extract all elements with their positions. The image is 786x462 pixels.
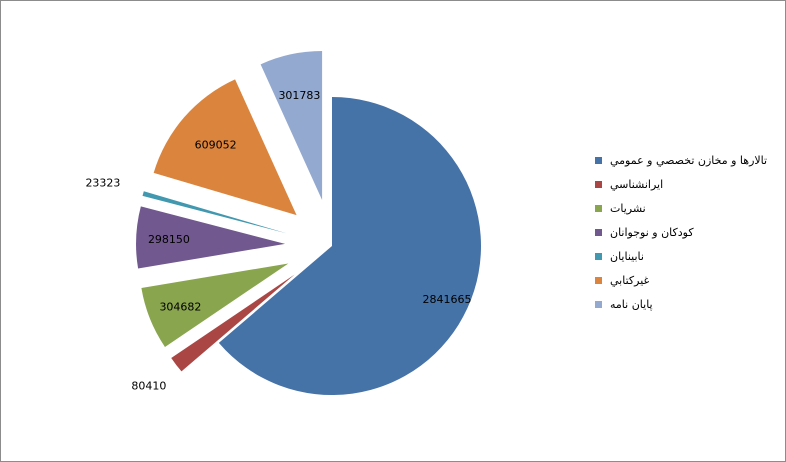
- legend-label: كودكان و نوجوانان: [610, 225, 694, 239]
- data-label-3: 304682: [159, 301, 201, 314]
- data-labels: 2841665 80410 304682 298150 23323 609052 30178…: [85, 89, 471, 392]
- legend-label: تالارها و مخازن تخصصي و عمومي: [610, 153, 768, 167]
- data-label-4: 298150: [148, 233, 190, 246]
- legend-label: غيركتابي: [610, 273, 650, 287]
- pie-slice-4: [136, 206, 286, 269]
- legend-label: نابينايان: [610, 249, 644, 263]
- legend-swatch: [595, 252, 602, 260]
- data-label-1: 2841665: [423, 293, 472, 306]
- legend-label: پايان نامه: [610, 297, 653, 311]
- legend: تالارها و مخازن تخصصي و عمومي ايرانشناسي ن…: [595, 148, 780, 316]
- pie-slice-3: [141, 263, 289, 347]
- pie-slice-6: [153, 79, 297, 216]
- legend-swatch: [595, 276, 602, 284]
- pie-slices: [136, 51, 482, 396]
- legend-swatch: [595, 204, 602, 212]
- pie-slice-5: [142, 191, 287, 234]
- legend-item-7: پايان نامه: [595, 292, 780, 316]
- pie-slice-1: [218, 97, 482, 396]
- legend-label: ايرانشناسي: [610, 177, 664, 191]
- legend-swatch: [595, 300, 602, 308]
- data-label-5: 23323: [85, 176, 120, 189]
- legend-item-5: نابينايان: [595, 244, 780, 268]
- pie-slice-7: [260, 51, 323, 201]
- pie-slice-2: [171, 274, 295, 372]
- legend-swatch: [595, 228, 602, 236]
- legend-swatch: [595, 156, 602, 164]
- legend-item-3: نشريات: [595, 196, 780, 220]
- legend-item-1: تالارها و مخازن تخصصي و عمومي: [595, 148, 780, 172]
- legend-item-6: غيركتابي: [595, 268, 780, 292]
- data-label-7: 301783: [278, 89, 320, 102]
- data-label-6: 609052: [195, 139, 237, 152]
- legend-item-2: ايرانشناسي: [595, 172, 780, 196]
- legend-label: نشريات: [610, 201, 646, 215]
- legend-item-4: كودكان و نوجوانان: [595, 220, 780, 244]
- data-label-2: 80410: [131, 380, 166, 393]
- legend-swatch: [595, 180, 602, 188]
